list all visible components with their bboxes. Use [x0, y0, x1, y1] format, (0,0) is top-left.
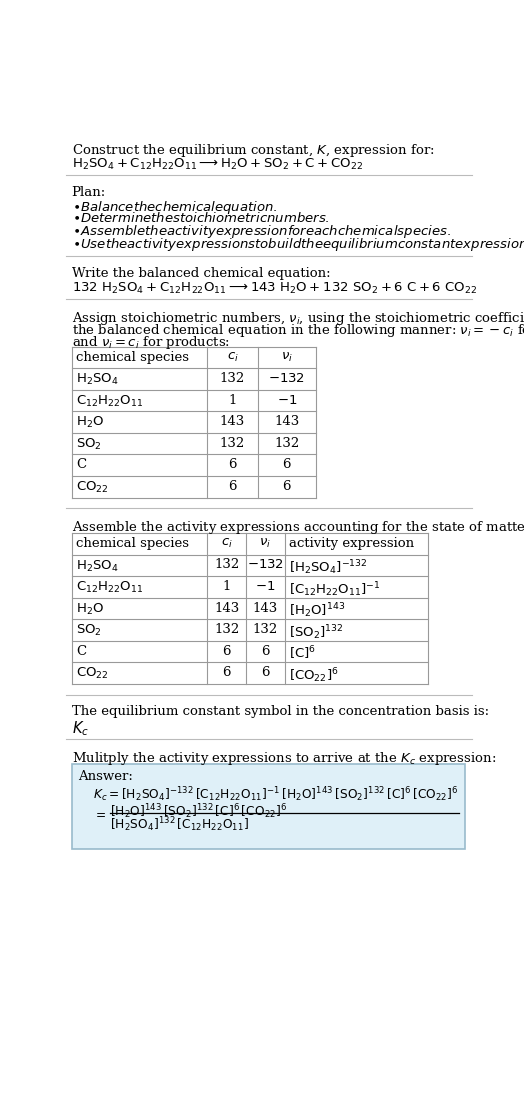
Text: 6: 6 [282, 459, 291, 472]
Text: $\mathrm{H_2SO_4}$: $\mathrm{H_2SO_4}$ [77, 558, 119, 573]
Text: $\bullet  Balance the chemical equation.$: $\bullet Balance the chemical equation.$ [72, 199, 277, 215]
Text: the balanced chemical equation in the following manner: $\nu_i = -c_i$ for react: the balanced chemical equation in the fo… [72, 322, 524, 339]
Text: Plan:: Plan: [72, 186, 106, 199]
Text: 132: 132 [253, 623, 278, 636]
Text: The equilibrium constant symbol in the concentration basis is:: The equilibrium constant symbol in the c… [72, 705, 489, 718]
Text: 132: 132 [220, 436, 245, 450]
Text: $[\mathrm{CO_{22}}]^6$: $[\mathrm{CO_{22}}]^6$ [289, 666, 339, 685]
Text: $[\mathrm{H_2SO_4}]^{-132}$: $[\mathrm{H_2SO_4}]^{-132}$ [289, 558, 368, 577]
Text: $\mathrm{CO_{22}}$: $\mathrm{CO_{22}}$ [77, 480, 109, 495]
Text: 132: 132 [214, 623, 239, 636]
Text: $\bullet  Determine the stoichiometric numbers.$: $\bullet Determine the stoichiometric nu… [72, 211, 330, 225]
Text: 6: 6 [223, 666, 231, 680]
Text: 132: 132 [214, 558, 239, 571]
Text: $[\mathrm{H_2O}]^{143}\, [\mathrm{SO_2}]^{132}\, [\mathrm{C}]^6\, [\mathrm{CO_{2: $[\mathrm{H_2O}]^{143}\, [\mathrm{SO_2}]… [111, 802, 288, 821]
Text: $\bullet  Assemble the activity expression for each chemical species.$: $\bullet Assemble the activity expressio… [72, 223, 451, 241]
Text: $\mathrm{H_2SO_4}$: $\mathrm{H_2SO_4}$ [77, 372, 119, 387]
Text: 143: 143 [253, 601, 278, 614]
Text: 6: 6 [261, 644, 270, 657]
Text: 143: 143 [274, 415, 299, 429]
Text: $\mathrm{C_{12}H_{22}O_{11}}$: $\mathrm{C_{12}H_{22}O_{11}}$ [77, 580, 144, 596]
Text: $\mathrm{C_{12}H_{22}O_{11}}$: $\mathrm{C_{12}H_{22}O_{11}}$ [77, 393, 144, 409]
Text: $\nu_i$: $\nu_i$ [281, 350, 293, 364]
Text: $\mathrm{H_2O}$: $\mathrm{H_2O}$ [77, 601, 104, 617]
Text: 6: 6 [223, 644, 231, 657]
Text: $-1$: $-1$ [277, 393, 297, 407]
Text: $[\mathrm{H_2SO_4}]^{132}\, [\mathrm{C_{12}H_{22}O_{11}}]$: $[\mathrm{H_2SO_4}]^{132}\, [\mathrm{C_{… [111, 815, 249, 834]
Text: 132: 132 [274, 436, 299, 450]
Text: 1: 1 [228, 393, 237, 407]
Text: Assemble the activity expressions accounting for the state of matter and $\nu_i$: Assemble the activity expressions accoun… [72, 519, 524, 536]
Text: $-132$: $-132$ [268, 372, 305, 385]
Text: $c_i$: $c_i$ [226, 350, 238, 364]
Text: $\mathrm{CO_{22}}$: $\mathrm{CO_{22}}$ [77, 666, 109, 682]
Text: 6: 6 [228, 459, 237, 472]
Text: C: C [77, 459, 86, 472]
Text: $-1$: $-1$ [255, 580, 276, 593]
Text: Write the balanced chemical equation:: Write the balanced chemical equation: [72, 266, 330, 280]
Text: $[\mathrm{SO_2}]^{132}$: $[\mathrm{SO_2}]^{132}$ [289, 623, 344, 642]
Text: $\mathrm{H_2O}$: $\mathrm{H_2O}$ [77, 415, 104, 430]
FancyBboxPatch shape [72, 764, 465, 849]
Text: C: C [77, 644, 86, 657]
Text: chemical species: chemical species [77, 350, 189, 364]
Text: activity expression: activity expression [289, 537, 414, 550]
Text: $\bullet  Use the activity expressions to build the equilibrium constant express: $\bullet Use the activity expressions to… [72, 235, 524, 253]
Text: $[\mathrm{C_{12}H_{22}O_{11}}]^{-1}$: $[\mathrm{C_{12}H_{22}O_{11}}]^{-1}$ [289, 580, 381, 599]
Text: 6: 6 [228, 480, 237, 493]
Text: $\mathrm{SO_2}$: $\mathrm{SO_2}$ [77, 436, 102, 452]
Text: $K_c = [\mathrm{H_2SO_4}]^{-132}\, [\mathrm{C_{12}H_{22}O_{11}}]^{-1}\, [\mathrm: $K_c = [\mathrm{H_2SO_4}]^{-132}\, [\mat… [93, 786, 459, 804]
Text: Mulitply the activity expressions to arrive at the $K_c$ expression:: Mulitply the activity expressions to arr… [72, 750, 496, 767]
Text: $K_c$: $K_c$ [72, 719, 89, 738]
Text: 6: 6 [282, 480, 291, 493]
Text: $\mathrm{SO_2}$: $\mathrm{SO_2}$ [77, 623, 102, 639]
Text: $[\mathrm{C}]^6$: $[\mathrm{C}]^6$ [289, 644, 316, 662]
Text: Answer:: Answer: [78, 770, 133, 783]
Text: 132: 132 [220, 372, 245, 385]
Text: 1: 1 [223, 580, 231, 593]
Text: $-132$: $-132$ [247, 558, 284, 571]
Text: $[\mathrm{H_2O}]^{143}$: $[\mathrm{H_2O}]^{143}$ [289, 601, 346, 620]
Text: 143: 143 [220, 415, 245, 429]
Text: and $\nu_i = c_i$ for products:: and $\nu_i = c_i$ for products: [72, 335, 230, 351]
Text: Construct the equilibrium constant, $K$, expression for:: Construct the equilibrium constant, $K$,… [72, 141, 434, 159]
Text: $\mathrm{132\ H_2SO_4 + C_{12}H_{22}O_{11} \longrightarrow 143\ H_2O + 132\ SO_2: $\mathrm{132\ H_2SO_4 + C_{12}H_{22}O_{1… [72, 281, 477, 295]
Text: $=$: $=$ [93, 807, 107, 820]
Text: Assign stoichiometric numbers, $\nu_i$, using the stoichiometric coefficients, $: Assign stoichiometric numbers, $\nu_i$, … [72, 309, 524, 327]
Text: 6: 6 [261, 666, 270, 680]
Text: $\mathrm{H_2SO_4 + C_{12}H_{22}O_{11} \longrightarrow H_2O + SO_2 + C + CO_{22}}: $\mathrm{H_2SO_4 + C_{12}H_{22}O_{11} \l… [72, 157, 363, 171]
Text: chemical species: chemical species [77, 537, 189, 550]
Text: 143: 143 [214, 601, 239, 614]
Text: $c_i$: $c_i$ [221, 537, 233, 550]
Text: $\nu_i$: $\nu_i$ [259, 537, 271, 550]
